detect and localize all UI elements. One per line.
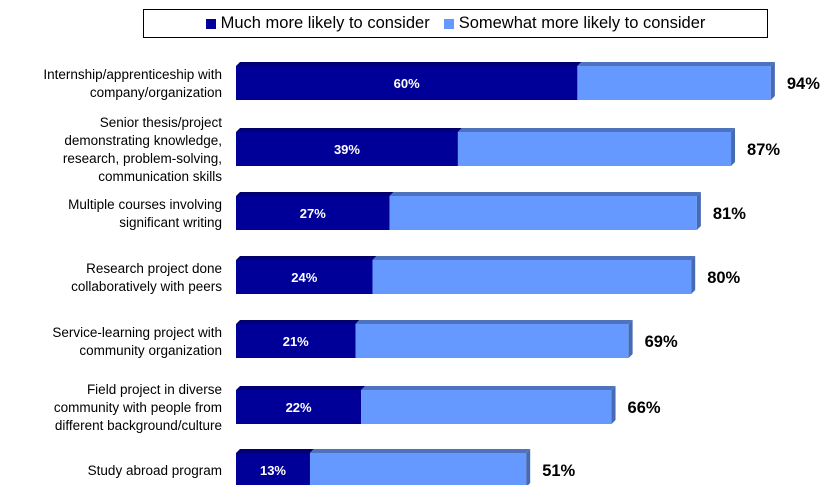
- bar-segment-top: [355, 320, 633, 324]
- legend-swatch-light-blue: [443, 18, 454, 29]
- bar-segment-top: [236, 62, 582, 66]
- bar-segment-side: [628, 320, 633, 358]
- bar-segment-top: [236, 192, 394, 196]
- bar-segment-much-more-likely: [236, 132, 458, 166]
- legend-label-somewhat-more-likely: Somewhat more likely to consider: [458, 14, 706, 32]
- category-label: Multiple courses involving significant wr…: [68, 197, 222, 230]
- data-label-much-more-likely: 24%: [291, 270, 317, 285]
- category-label-line: research, problem-solving,: [63, 151, 222, 166]
- bar-segment-top: [236, 449, 314, 453]
- category-label-line: Field project in diverse: [87, 382, 222, 397]
- category-label: Internship/apprenticeship with company/or…: [43, 67, 222, 100]
- bar-segment-side: [526, 449, 531, 485]
- category-label-line: Senior thesis/project: [100, 115, 223, 130]
- data-label-total: 94%: [787, 75, 820, 93]
- data-label-total: 69%: [645, 333, 678, 351]
- data-label-much-more-likely: 27%: [300, 206, 326, 221]
- category-label-line: community organization: [79, 343, 222, 358]
- data-label-total: 51%: [542, 462, 575, 480]
- category-label-line: company/organization: [90, 85, 222, 100]
- bar-segment-side: [611, 386, 616, 424]
- bar-segment-somewhat-more-likely: [457, 132, 732, 166]
- data-label-much-more-likely: 21%: [283, 334, 309, 349]
- category-label: Research project done collaboratively wit…: [71, 261, 222, 294]
- data-label-total: 81%: [713, 205, 746, 223]
- category-label-line: demonstrating knowledge,: [64, 133, 222, 148]
- bar-segment-somewhat-more-likely: [309, 453, 527, 485]
- bar-segment-side: [731, 128, 736, 166]
- legend-item-much-more-likely: Much more likely to consider: [205, 14, 430, 33]
- data-label-total: 87%: [747, 141, 780, 159]
- category-label: Study abroad program: [88, 463, 222, 478]
- category-label-line: Research project done: [86, 261, 222, 276]
- bar-segment-somewhat-more-likely: [361, 390, 612, 424]
- category-label-line: collaboratively with peers: [71, 279, 222, 294]
- legend-swatch-dark-blue: [205, 18, 216, 29]
- bar-segment-much-more-likely: [236, 196, 390, 230]
- bar-segment-top: [236, 128, 462, 132]
- bar-segment-somewhat-more-likely: [355, 324, 629, 358]
- data-label-much-more-likely: 22%: [286, 400, 312, 415]
- bar-segment-top: [236, 386, 366, 390]
- bar-segment-much-more-likely: [236, 453, 310, 485]
- category-label-line: different background/culture: [55, 418, 222, 433]
- bar-segment-somewhat-more-likely: [389, 196, 697, 230]
- bar-segment-top: [236, 320, 360, 324]
- category-label-line: communication skills: [98, 169, 222, 184]
- category-label-line: Multiple courses involving: [68, 197, 222, 212]
- bar-segment-side: [696, 192, 701, 230]
- legend-item-somewhat-more-likely: Somewhat more likely to consider: [443, 14, 706, 33]
- data-label-much-more-likely: 13%: [260, 463, 286, 478]
- bar-segment-top: [577, 62, 775, 66]
- category-label-line: community with people from: [54, 400, 222, 415]
- bar-segment-top: [457, 128, 736, 132]
- category-label-line: Study abroad program: [88, 463, 222, 478]
- bar-segment-top: [389, 192, 701, 196]
- category-label: Service-learning project with community o…: [52, 325, 222, 358]
- data-label-much-more-likely: 39%: [334, 142, 360, 157]
- category-label: Field project in diverse community with p…: [54, 382, 222, 433]
- bar-segment-top: [361, 386, 616, 390]
- bar-segment-top: [236, 256, 377, 260]
- bar-segment-top: [372, 256, 696, 260]
- bar-segment-much-more-likely: [236, 324, 356, 358]
- category-label-line: significant writing: [119, 215, 222, 230]
- bar-segment-somewhat-more-likely: [372, 260, 692, 294]
- bar-segment-side: [691, 256, 696, 294]
- bar-segment-much-more-likely: [236, 66, 578, 100]
- data-label-total: 66%: [628, 399, 661, 417]
- legend-label-much-more-likely: Much more likely to consider: [220, 14, 430, 32]
- bar-segment-side: [770, 62, 775, 100]
- category-label-line: Service-learning project with: [52, 325, 222, 340]
- data-label-total: 80%: [707, 269, 740, 287]
- bar-segment-top: [309, 449, 531, 453]
- bar-segment-much-more-likely: [236, 390, 362, 424]
- chart-legend: Much more likely to consider Somewhat mo…: [143, 9, 768, 38]
- category-label-line: Internship/apprenticeship with: [43, 67, 222, 82]
- category-label: Senior thesis/project demonstrating knowl…: [63, 115, 222, 184]
- bar-segment-much-more-likely: [236, 260, 373, 294]
- data-label-much-more-likely: 60%: [394, 76, 420, 91]
- bar-segment-somewhat-more-likely: [577, 66, 771, 100]
